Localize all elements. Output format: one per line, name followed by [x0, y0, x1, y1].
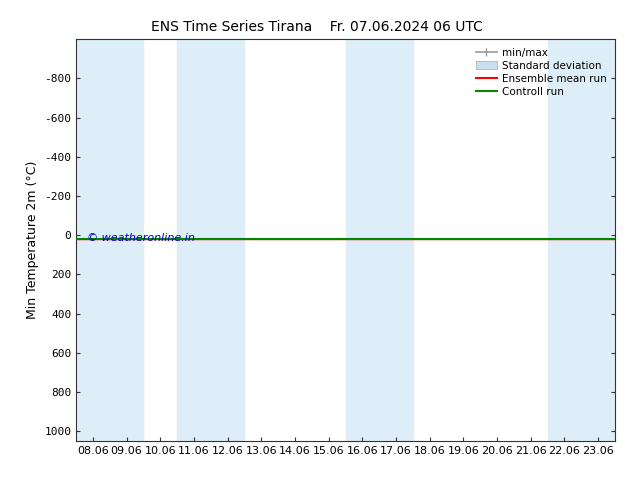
Bar — [76, 39, 143, 441]
Bar — [548, 39, 615, 441]
Legend: min/max, Standard deviation, Ensemble mean run, Controll run: min/max, Standard deviation, Ensemble me… — [473, 45, 610, 100]
Text: ENS Time Series Tirana    Fr. 07.06.2024 06 UTC: ENS Time Series Tirana Fr. 07.06.2024 06… — [151, 20, 483, 34]
Bar — [177, 39, 245, 441]
Y-axis label: Min Temperature 2m (°C): Min Temperature 2m (°C) — [25, 161, 39, 319]
Text: © weatheronline.in: © weatheronline.in — [87, 233, 195, 243]
Bar — [346, 39, 413, 441]
